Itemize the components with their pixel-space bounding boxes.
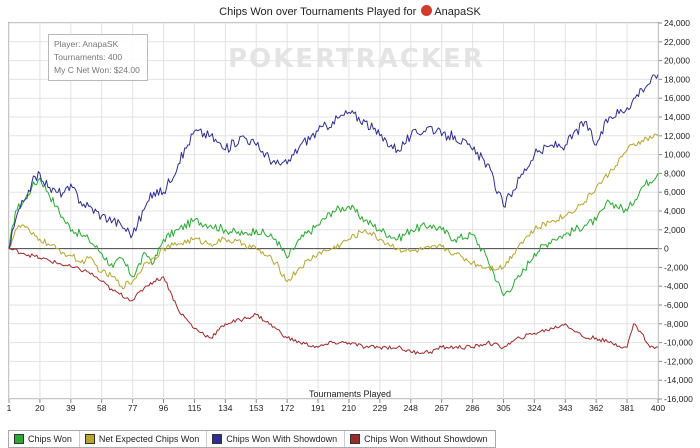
y-tick-label: 2,000 bbox=[664, 225, 686, 235]
legend-swatch bbox=[14, 434, 24, 444]
y-tick-label: 10,000 bbox=[664, 150, 690, 160]
y-tick-label: 18,000 bbox=[664, 74, 690, 84]
series-line-net-expected-chips-won bbox=[8, 133, 659, 290]
y-tick-label: 14,000 bbox=[664, 112, 690, 122]
y-tick-label: 6,000 bbox=[664, 187, 686, 197]
x-tick-label: 381 bbox=[620, 403, 634, 413]
legend-swatch bbox=[350, 434, 361, 444]
x-tick-label: 20 bbox=[35, 403, 45, 413]
x-tick-label: 134 bbox=[218, 403, 232, 413]
x-tick-label: 153 bbox=[249, 403, 263, 413]
x-tick-label: 96 bbox=[159, 403, 169, 413]
x-tick-label: 39 bbox=[66, 403, 76, 413]
x-tick-label: 172 bbox=[280, 403, 294, 413]
x-tick-label: 343 bbox=[558, 403, 572, 413]
y-tick-label: -10,000 bbox=[664, 338, 693, 348]
y-tick-label: 0 bbox=[664, 244, 669, 254]
y-tick-label: 8,000 bbox=[664, 168, 686, 178]
x-tick-label: 1 bbox=[7, 403, 12, 413]
legend-item: Net Expected Chips Won bbox=[80, 431, 208, 447]
chart-canvas: 24,00022,00020,00018,00016,00014,00012,0… bbox=[7, 18, 693, 413]
legend-label: Chips Won Without Showdown bbox=[364, 434, 488, 444]
pokertracker-watermark: POKERTRACKER bbox=[228, 44, 485, 74]
chart-title: Chips Won over Tournaments Played for An… bbox=[0, 5, 700, 18]
x-tick-label: 58 bbox=[97, 403, 107, 413]
legend-label: Chips Won bbox=[28, 434, 72, 444]
legend-label: Chips Won With Showdown bbox=[226, 434, 338, 444]
y-tick-label: -8,000 bbox=[664, 319, 688, 329]
series-line-chips-won-with-showdown bbox=[8, 74, 659, 249]
y-tick-label: 24,000 bbox=[664, 18, 690, 28]
info-tournaments: Tournaments: 400 bbox=[54, 52, 123, 62]
legend-item: Chips Won bbox=[9, 431, 80, 447]
series-line-chips-won bbox=[8, 173, 659, 297]
legend-item: Chips Won With Showdown bbox=[207, 431, 346, 447]
y-tick-label: -4,000 bbox=[664, 281, 688, 291]
y-tick-label: -16,000 bbox=[664, 394, 693, 404]
y-tick-label: 16,000 bbox=[664, 93, 690, 103]
x-tick-label: 191 bbox=[311, 403, 325, 413]
legend-swatch bbox=[212, 434, 223, 444]
x-axis-label: Tournaments Played bbox=[308, 389, 392, 399]
y-tick-label: -12,000 bbox=[664, 356, 693, 366]
legend-label: Net Expected Chips Won bbox=[98, 434, 200, 444]
x-tick-label: 77 bbox=[128, 403, 138, 413]
x-tick-label: 115 bbox=[188, 403, 202, 413]
legend: Chips Won Net Expected Chips Won Chips Won… bbox=[8, 430, 496, 448]
x-tick-label: 324 bbox=[527, 403, 541, 413]
y-tick-label: 4,000 bbox=[664, 206, 686, 216]
info-net-won: My C Net Won: $24.00 bbox=[54, 65, 140, 75]
info-player: Player: AnapaSK bbox=[54, 39, 119, 49]
player-name: AnapaSK bbox=[434, 6, 481, 18]
y-tick-label: 20,000 bbox=[664, 56, 690, 66]
x-tick-label: 400 bbox=[651, 403, 665, 413]
y-tick-label: -6,000 bbox=[664, 300, 688, 310]
y-tick-label: 22,000 bbox=[664, 37, 690, 47]
player-info-box: Player: AnapaSK Tournaments: 400 My C Ne… bbox=[48, 34, 148, 81]
x-tick-label: 305 bbox=[496, 403, 510, 413]
pokerstars-logo-icon bbox=[421, 5, 433, 16]
x-tick-label: 362 bbox=[589, 403, 603, 413]
legend-swatch bbox=[84, 434, 95, 444]
x-tick-label: 286 bbox=[465, 403, 479, 413]
y-tick-label: -14,000 bbox=[664, 375, 693, 385]
series-line-chips-won-without-showdown bbox=[8, 248, 659, 355]
x-tick-label: 248 bbox=[404, 403, 418, 413]
chart-title-prefix: Chips Won over Tournaments Played for bbox=[219, 6, 417, 18]
legend-item: Chips Won Without Showdown bbox=[345, 431, 494, 447]
x-tick-label: 267 bbox=[435, 403, 449, 413]
x-tick-label: 229 bbox=[373, 403, 387, 413]
x-tick-label: 210 bbox=[342, 403, 356, 413]
y-tick-label: -2,000 bbox=[664, 262, 688, 272]
y-tick-label: 12,000 bbox=[664, 131, 690, 141]
